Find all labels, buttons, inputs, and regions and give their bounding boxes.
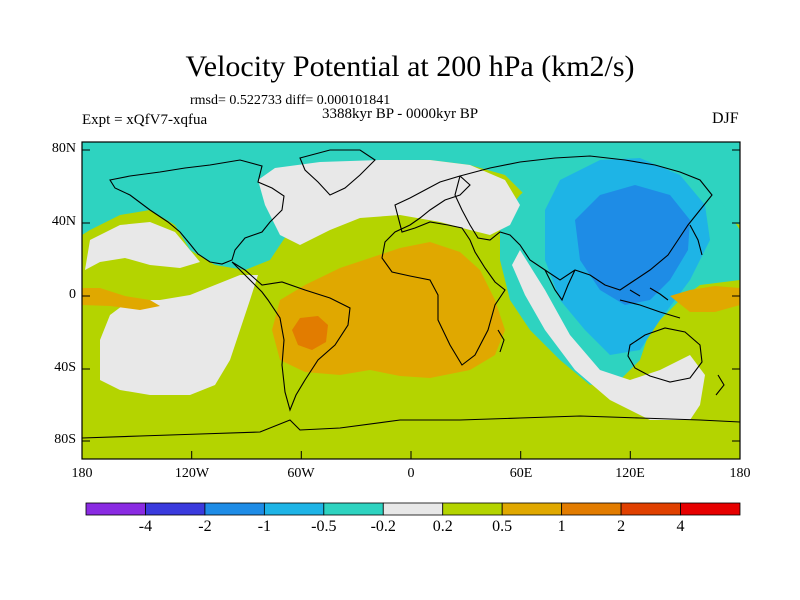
coast-greenland [299,149,376,196]
contour-fields [82,142,740,459]
field-neutral-northwest [85,222,200,270]
coast-new-zealand [715,374,725,396]
colorbar-tick-label: -0.2 [370,518,396,535]
coast-australia [627,327,703,383]
colorbar-swatch [204,502,265,516]
coast-antarctica [82,415,740,439]
lon-label-120w: 120W [174,466,210,481]
colorbar-swatch [561,502,622,516]
colorbar-tick-label: 4 [676,518,685,535]
colorbar-tick-label: -0.5 [311,518,337,535]
field-neutral-north [258,160,520,245]
colorbar-swatch [442,502,503,516]
chart-title: Velocity Potential at 200 hPa (km2/s) [185,50,635,83]
coast-madagascar [497,329,505,353]
colorbar-swatch [323,502,384,516]
colorbar-swatch [263,502,325,516]
lon-label-60w: 60W [287,466,315,481]
coast-india [544,269,576,302]
lon-label-180w: 180 [71,466,93,481]
colorbar-tick-label: 1 [557,518,566,535]
colorbar-tick-label: -2 [198,518,212,535]
lat-label-80s: 80S [54,432,76,447]
field-asia-neg2 [575,185,690,305]
lon-label-0: 0 [407,466,415,481]
field-positive-south-america-core [292,316,328,350]
field-positive-dateline-west [82,288,160,310]
axis-ticks [81,149,741,459]
lat-label-40s: 40S [54,360,76,375]
coast-europe-africa [381,175,506,366]
lon-label-180e: 180 [729,466,751,481]
colorbar-swatch [501,502,563,516]
lat-label-40n: 40N [51,214,76,229]
coast-eurasia [454,155,713,291]
lon-label-60e: 60E [509,466,533,481]
coast-maritime-asia [619,287,681,319]
period-label: 3388kyr BP - 0000kyr BP [322,106,479,122]
coastlines [82,149,740,439]
field-positive-dateline-east [670,286,740,312]
experiment-label: Expt = xQfV7-xqfua [82,112,208,128]
stats-label: rmsd= 0.522733 diff= 0.000101841 [190,93,391,108]
colorbar-tick-label: -4 [138,518,153,535]
coast-japan [689,224,703,256]
lon-label-120e: 120E [615,466,645,481]
colorbar-swatch [382,502,444,516]
colorbar-tick-label: 0.5 [492,518,513,535]
season-label: DJF [712,110,739,127]
lat-label-0: 0 [69,287,76,302]
coast-south-america [231,261,351,412]
colorbar-tick-label: 0.2 [432,518,453,535]
colorbar-tick-label: 2 [617,518,626,535]
colorbar-swatch [145,502,206,516]
lat-label-80n: 80N [51,141,76,156]
field-positive-south-america-africa [272,242,505,378]
colorbar-tick-label: -1 [257,518,272,535]
colorbar-swatch [620,502,681,516]
colorbar [85,502,741,516]
colorbar-swatch [85,502,146,516]
coast-north-america [109,159,285,265]
colorbar-swatch [680,502,741,516]
